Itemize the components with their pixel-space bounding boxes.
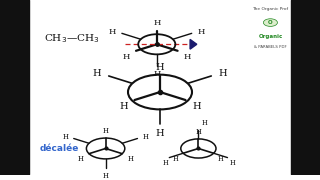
- Text: H: H: [156, 63, 164, 72]
- Text: H: H: [103, 172, 108, 180]
- Text: H: H: [162, 159, 168, 167]
- Text: H: H: [218, 155, 224, 163]
- Text: H: H: [109, 28, 116, 36]
- Text: H: H: [123, 53, 130, 61]
- Text: décalée: décalée: [39, 144, 79, 153]
- Text: H: H: [196, 128, 201, 136]
- Text: H: H: [142, 133, 148, 141]
- Text: H: H: [153, 19, 161, 27]
- Text: CH$_3$—CH$_3$: CH$_3$—CH$_3$: [44, 32, 100, 45]
- Text: H: H: [197, 28, 204, 36]
- Text: Organic: Organic: [258, 34, 283, 39]
- Text: The Organic Prof: The Organic Prof: [252, 7, 288, 11]
- Text: H: H: [78, 155, 84, 163]
- Text: H: H: [192, 102, 201, 111]
- Text: H: H: [229, 159, 235, 167]
- Circle shape: [263, 19, 277, 26]
- Text: H: H: [219, 69, 227, 78]
- Text: & PARABELS PDF: & PARABELS PDF: [254, 45, 287, 49]
- Text: H: H: [173, 155, 179, 163]
- Text: H: H: [63, 133, 69, 141]
- Text: H: H: [202, 120, 207, 127]
- Text: H: H: [93, 69, 101, 78]
- Polygon shape: [190, 39, 197, 49]
- Text: H: H: [184, 53, 191, 61]
- Text: H: H: [119, 102, 128, 111]
- Text: H: H: [103, 127, 108, 135]
- Text: H: H: [127, 155, 133, 163]
- Text: H: H: [156, 129, 164, 138]
- Text: O: O: [268, 20, 273, 25]
- Text: H: H: [153, 70, 161, 78]
